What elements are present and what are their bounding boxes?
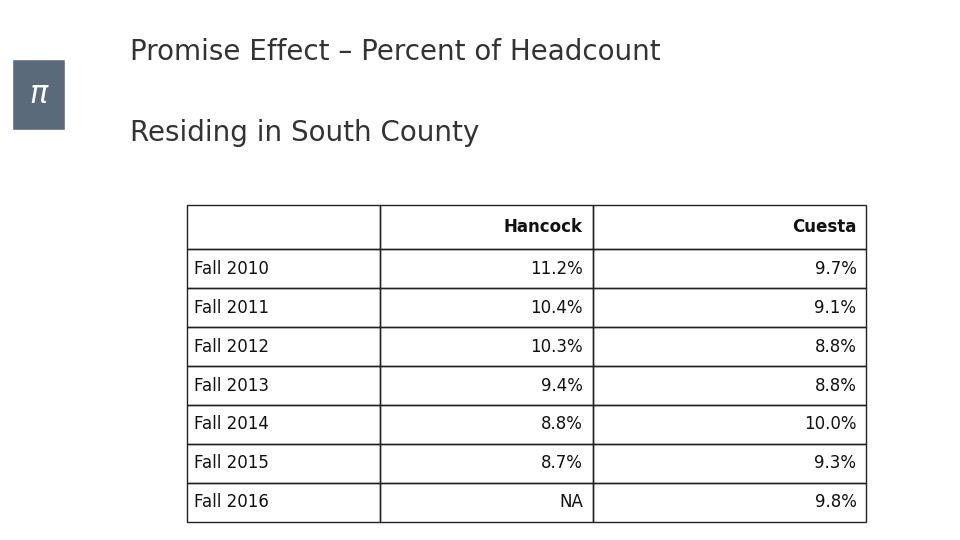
- Bar: [592, 249, 866, 288]
- Bar: [592, 405, 866, 444]
- Text: Fall 2015: Fall 2015: [194, 454, 269, 472]
- Text: 11.2%: 11.2%: [530, 260, 583, 278]
- Bar: [380, 483, 592, 522]
- Bar: [187, 405, 380, 444]
- Bar: [187, 366, 380, 405]
- Text: 8.8%: 8.8%: [815, 338, 856, 356]
- Text: 9.7%: 9.7%: [815, 260, 856, 278]
- Text: 9.1%: 9.1%: [814, 299, 856, 317]
- Text: Cuesta: Cuesta: [792, 218, 856, 237]
- Bar: [380, 327, 592, 366]
- Bar: [380, 288, 592, 327]
- Bar: [187, 483, 380, 522]
- Text: π: π: [29, 80, 48, 109]
- Text: 8.8%: 8.8%: [541, 415, 583, 434]
- Text: Residing in South County: Residing in South County: [131, 119, 479, 147]
- Bar: [187, 288, 380, 327]
- Text: NA: NA: [559, 493, 583, 511]
- Bar: [380, 405, 592, 444]
- Bar: [187, 205, 380, 249]
- Bar: [592, 483, 866, 522]
- Bar: [592, 366, 866, 405]
- Bar: [380, 205, 592, 249]
- Text: 9.3%: 9.3%: [814, 454, 856, 472]
- Text: 9.4%: 9.4%: [541, 376, 583, 395]
- Text: 10.3%: 10.3%: [530, 338, 583, 356]
- Text: 8.8%: 8.8%: [815, 376, 856, 395]
- Bar: [380, 444, 592, 483]
- Bar: [187, 249, 380, 288]
- Text: Fall 2014: Fall 2014: [194, 415, 269, 434]
- Bar: [592, 327, 866, 366]
- Bar: [592, 288, 866, 327]
- Bar: [592, 205, 866, 249]
- Text: 8.7%: 8.7%: [541, 454, 583, 472]
- Text: Fall 2010: Fall 2010: [194, 260, 269, 278]
- Text: Fall 2013: Fall 2013: [194, 376, 269, 395]
- Text: Promise Effect – Percent of Headcount: Promise Effect – Percent of Headcount: [131, 38, 660, 66]
- Bar: [380, 249, 592, 288]
- Text: Hancock: Hancock: [504, 218, 583, 237]
- Bar: [592, 444, 866, 483]
- Text: 10.4%: 10.4%: [531, 299, 583, 317]
- Text: Fall 2016: Fall 2016: [194, 493, 269, 511]
- Text: Fall 2012: Fall 2012: [194, 338, 269, 356]
- Text: 10.0%: 10.0%: [804, 415, 856, 434]
- Text: 9.8%: 9.8%: [815, 493, 856, 511]
- Text: Fall 2011: Fall 2011: [194, 299, 269, 317]
- Bar: [380, 366, 592, 405]
- Bar: [187, 444, 380, 483]
- Bar: [187, 327, 380, 366]
